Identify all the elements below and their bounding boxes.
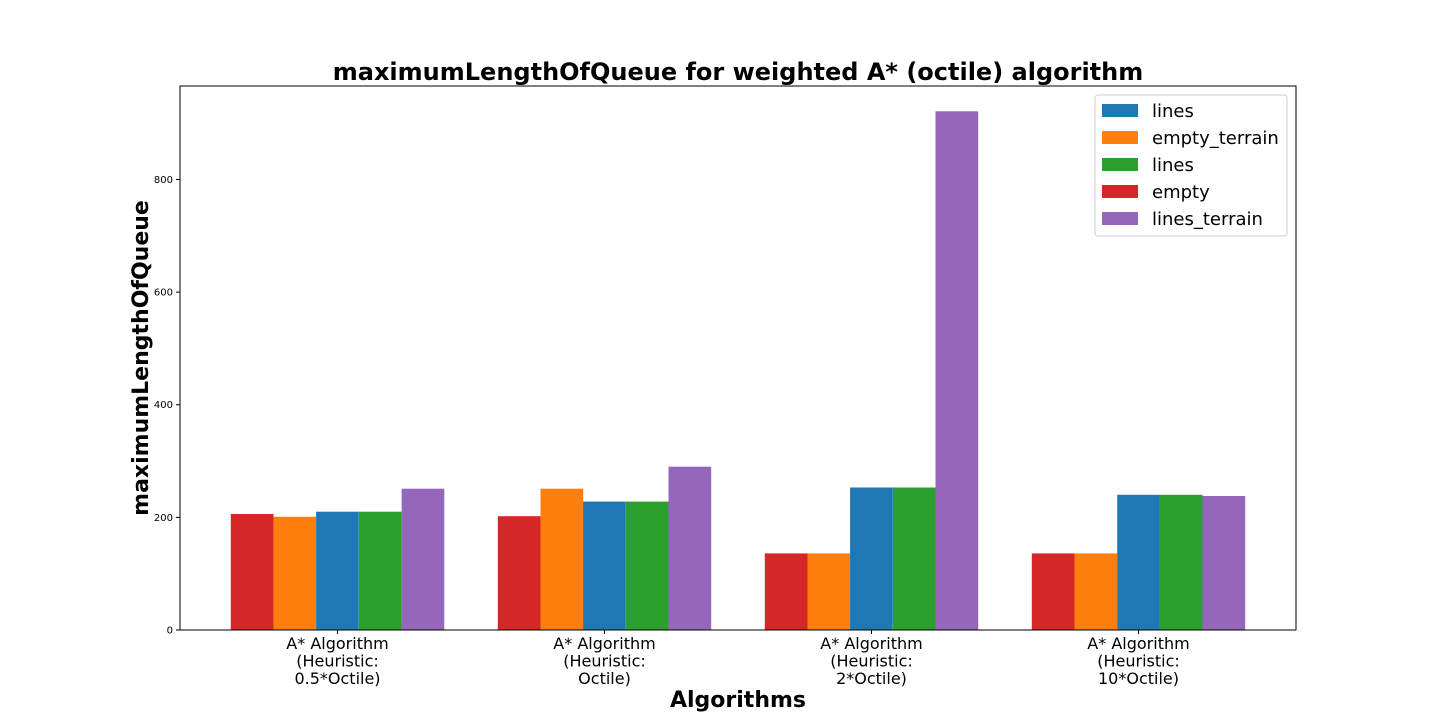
- y-tick-label: 200: [154, 513, 173, 524]
- bar-lines-terrain-1: [668, 466, 712, 630]
- y-tick-label: 800: [154, 175, 173, 186]
- plot-area-frame: [179, 85, 1297, 631]
- x-tick-label: A* Algorithm: [820, 634, 922, 653]
- bar-lines-1: [583, 501, 626, 630]
- bar-empty-terrain-0: [273, 516, 317, 630]
- bar-empty-2: [764, 553, 808, 630]
- y-tick-label: 600: [154, 288, 173, 299]
- legend-entry-label: lines_terrain: [1152, 209, 1263, 230]
- bar-lines-2: [850, 487, 893, 630]
- legend-swatch: [1102, 131, 1138, 144]
- y-tick-label: 400: [154, 400, 173, 411]
- bar-lines-terrain-2: [935, 111, 979, 631]
- x-tick-label: (Heuristic:: [1097, 652, 1180, 671]
- x-tick-label: (Heuristic:: [830, 652, 913, 671]
- chart-title: maximumLengthOfQueue for weighted A* (oc…: [333, 58, 1144, 86]
- bar-lines-3: [1159, 494, 1203, 630]
- x-axis-ticks: A* Algorithm(Heuristic:0.5*Octile)A* Alg…: [286, 630, 1190, 688]
- y-tick-label: 0: [167, 626, 173, 637]
- legend-swatch: [1102, 104, 1138, 117]
- bars-group: [230, 111, 1246, 631]
- legend-box: [1094, 94, 1288, 237]
- legend-entry-label: lines: [1152, 101, 1194, 122]
- bar-lines-2: [892, 487, 936, 630]
- y-axis-label: maximumLengthOfQueue: [129, 200, 154, 516]
- bar-empty-3: [1031, 553, 1075, 630]
- bar-lines-3: [1117, 494, 1160, 630]
- legend-entry-label: empty_terrain: [1152, 128, 1279, 149]
- bar-lines-0: [316, 511, 359, 630]
- bar-empty-0: [230, 514, 274, 630]
- legend-swatch: [1102, 158, 1138, 171]
- bar-lines-terrain-0: [401, 488, 445, 630]
- bar-empty-terrain-1: [540, 488, 584, 630]
- legend-entry-label: empty: [1152, 182, 1210, 203]
- bar-lines-1: [625, 501, 669, 630]
- x-tick-label: 0.5*Octile): [294, 669, 380, 688]
- legend: linesempty_terrainlinesemptylines_terrai…: [1094, 94, 1288, 237]
- legend-entry-label: lines: [1152, 155, 1194, 176]
- bar-empty-terrain-2: [807, 553, 851, 630]
- legend-swatch: [1102, 212, 1138, 225]
- x-tick-label: A* Algorithm: [553, 634, 655, 653]
- x-axis-label: Algorithms: [670, 688, 806, 713]
- bar-lines-0: [358, 511, 402, 630]
- x-tick-label: 2*Octile): [836, 669, 907, 688]
- bar-empty-1: [497, 516, 541, 630]
- legend-swatch: [1102, 185, 1138, 198]
- x-tick-label: Octile): [578, 669, 631, 688]
- x-tick-label: (Heuristic:: [296, 652, 379, 671]
- bar-empty-terrain-3: [1074, 553, 1118, 630]
- x-tick-label: A* Algorithm: [1087, 634, 1189, 653]
- x-tick-label: A* Algorithm: [286, 634, 388, 653]
- y-axis-ticks: 0 200 400 600 800: [154, 175, 180, 637]
- bar-lines-terrain-3: [1202, 496, 1246, 630]
- x-tick-label: 10*Octile): [1098, 669, 1179, 688]
- x-tick-label: (Heuristic:: [563, 652, 646, 671]
